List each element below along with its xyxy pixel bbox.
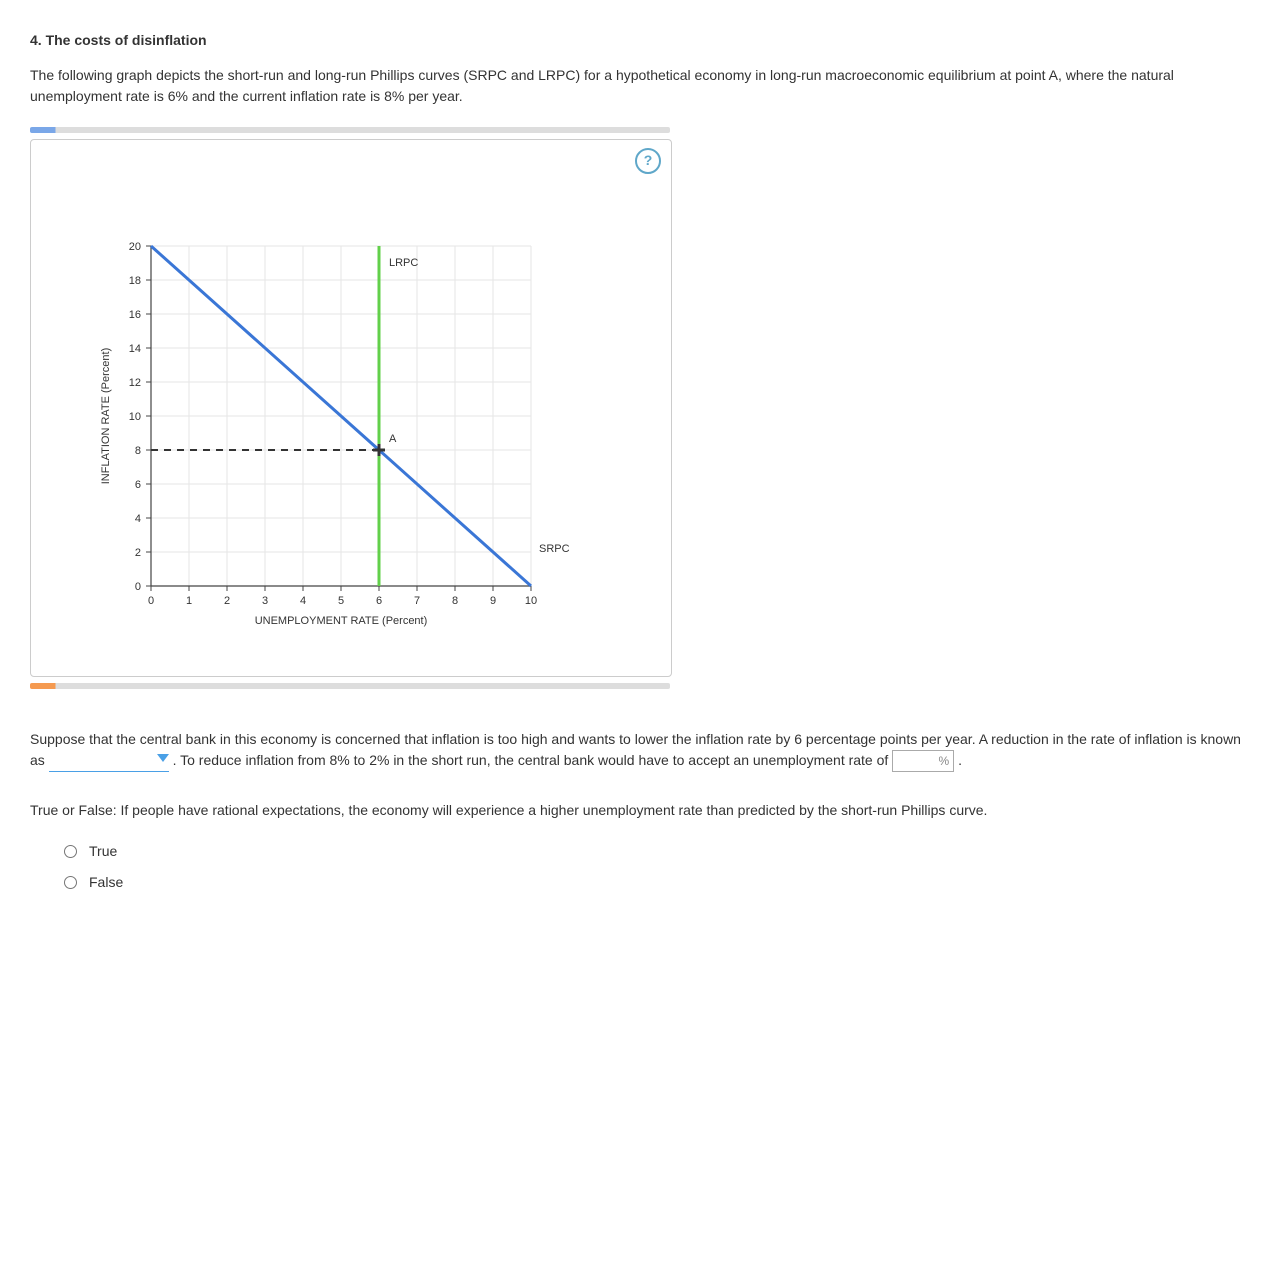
graph-panel: ? 01234567891002468101214161820UNEMPLOYM… bbox=[30, 127, 1250, 689]
panel-bottom-bar bbox=[30, 683, 670, 689]
svg-text:9: 9 bbox=[490, 595, 496, 607]
true-false-prompt: True or False: If people have rational e… bbox=[30, 800, 1250, 821]
question-heading: 4. The costs of disinflation bbox=[30, 30, 1250, 51]
svg-text:10: 10 bbox=[129, 411, 141, 423]
phillips-chart: 01234567891002468101214161820UNEMPLOYMEN… bbox=[91, 226, 611, 656]
radio-true[interactable] bbox=[64, 845, 77, 858]
radio-false[interactable] bbox=[64, 876, 77, 889]
svg-text:20: 20 bbox=[129, 241, 141, 253]
option-false-label: False bbox=[89, 872, 123, 893]
svg-text:7: 7 bbox=[414, 595, 420, 607]
svg-text:14: 14 bbox=[129, 343, 141, 355]
svg-text:16: 16 bbox=[129, 309, 141, 321]
svg-text:INFLATION RATE (Percent): INFLATION RATE (Percent) bbox=[100, 348, 112, 485]
chevron-down-icon bbox=[157, 754, 169, 762]
svg-text:3: 3 bbox=[262, 595, 268, 607]
fill-blank-paragraph: Suppose that the central bank in this ec… bbox=[30, 729, 1250, 772]
svg-text:6: 6 bbox=[376, 595, 382, 607]
svg-text:6: 6 bbox=[135, 479, 141, 491]
svg-text:SRPC: SRPC bbox=[539, 543, 570, 555]
disinflation-dropdown[interactable] bbox=[49, 753, 169, 772]
svg-text:1: 1 bbox=[186, 595, 192, 607]
svg-text:0: 0 bbox=[135, 581, 141, 593]
svg-text:A: A bbox=[389, 433, 397, 445]
intro-text: The following graph depicts the short-ru… bbox=[30, 65, 1250, 107]
option-true-label: True bbox=[89, 841, 117, 862]
svg-text:UNEMPLOYMENT RATE (Percent): UNEMPLOYMENT RATE (Percent) bbox=[255, 615, 428, 627]
svg-text:5: 5 bbox=[338, 595, 344, 607]
svg-text:10: 10 bbox=[525, 595, 537, 607]
svg-text:8: 8 bbox=[452, 595, 458, 607]
svg-text:12: 12 bbox=[129, 377, 141, 389]
panel-top-bar bbox=[30, 127, 670, 133]
true-false-options: True False bbox=[64, 841, 1250, 893]
para2-text2: . To reduce inflation from 8% to 2% in t… bbox=[173, 752, 893, 768]
option-false[interactable]: False bbox=[64, 872, 1250, 893]
unemployment-input[interactable]: % bbox=[892, 750, 954, 772]
svg-text:4: 4 bbox=[300, 595, 306, 607]
svg-text:2: 2 bbox=[135, 547, 141, 559]
svg-text:0: 0 bbox=[148, 595, 154, 607]
svg-text:LRPC: LRPC bbox=[389, 257, 418, 269]
svg-text:18: 18 bbox=[129, 275, 141, 287]
svg-text:2: 2 bbox=[224, 595, 230, 607]
option-true[interactable]: True bbox=[64, 841, 1250, 862]
graph-box: ? 01234567891002468101214161820UNEMPLOYM… bbox=[30, 139, 672, 677]
svg-text:4: 4 bbox=[135, 513, 141, 525]
svg-text:8: 8 bbox=[135, 445, 141, 457]
para2-text3: . bbox=[958, 752, 962, 768]
help-icon[interactable]: ? bbox=[635, 148, 661, 174]
